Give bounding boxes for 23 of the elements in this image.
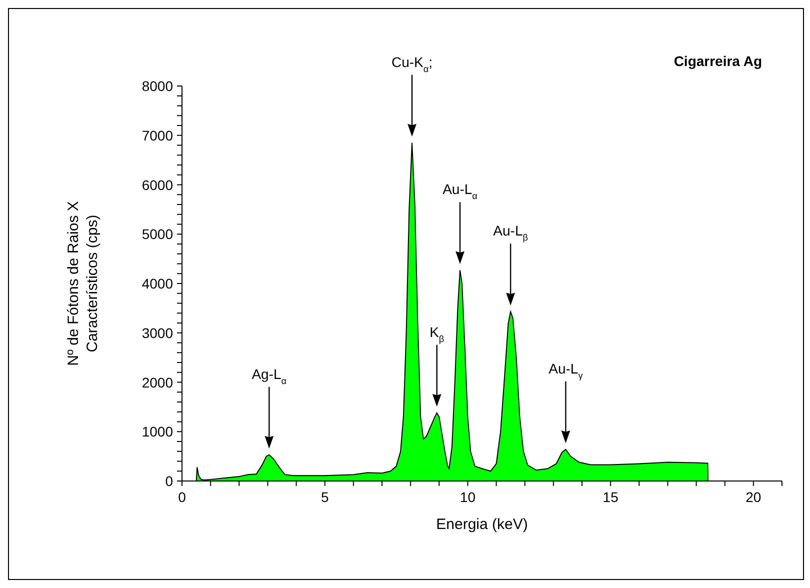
x-axis-title: Energia (keV) [436, 516, 528, 533]
y-tick-label: 1000 [142, 424, 174, 440]
y-tick-label: 0 [165, 473, 174, 489]
annotation: Au-L$_{γ}$ [548, 360, 584, 380]
x-tick-label: 0 [178, 489, 186, 505]
chart-title: Cigarreira Ag [674, 53, 762, 69]
y-tick-label: 7000 [142, 127, 174, 144]
annotation: Au-L$_{β}$ [493, 222, 528, 243]
y-tick-label: 8000 [142, 78, 174, 94]
x-tick-label: 20 [746, 489, 762, 505]
y-tick-label: 3000 [142, 324, 174, 341]
y-tick-label: 4000 [142, 276, 174, 292]
x-tick-label: 5 [320, 489, 329, 505]
annotation: Au-L$_{α}$ [442, 181, 478, 202]
y-tick-label: 6000 [142, 176, 174, 193]
annotation: K$_{β}$ [430, 324, 444, 344]
x-tick-label: 10 [460, 489, 476, 505]
y-tick-label: 5000 [142, 226, 174, 242]
text: Cu-K$_{α}$; [391, 54, 433, 74]
y-axis-title: Nº de Fótons de Raios X Característicos (cps) [65, 201, 101, 366]
annotation: Ag-L$_{α}$ [252, 366, 287, 386]
x-tick-label: 15 [602, 489, 619, 505]
y-tick-label: 2000 [142, 374, 174, 390]
